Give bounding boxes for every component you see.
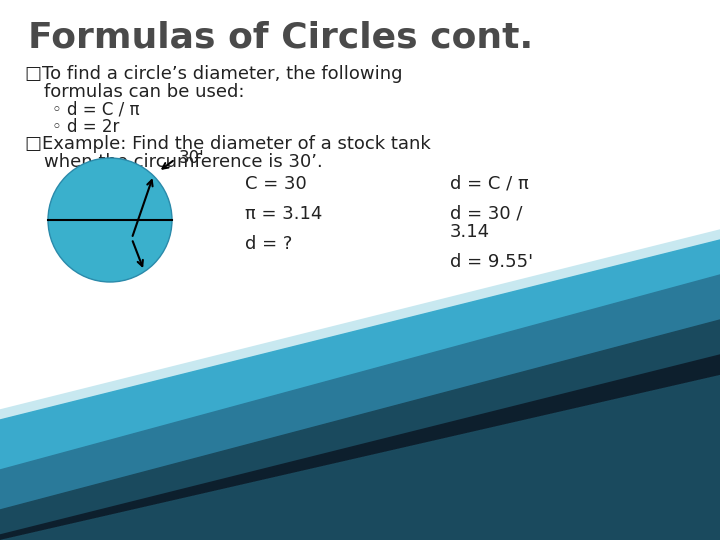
Text: 30': 30' — [179, 149, 204, 167]
Polygon shape — [0, 375, 720, 540]
Text: d = C / π: d = C / π — [450, 175, 528, 193]
Text: Formulas of Circles cont.: Formulas of Circles cont. — [28, 20, 533, 54]
Polygon shape — [0, 240, 720, 470]
Ellipse shape — [48, 158, 172, 282]
Text: ◦ d = 2r: ◦ d = 2r — [52, 118, 120, 136]
Text: C = 30: C = 30 — [245, 175, 307, 193]
Polygon shape — [0, 355, 720, 540]
Text: d = 9.55': d = 9.55' — [450, 253, 533, 271]
Text: ◦ d = C / π: ◦ d = C / π — [52, 101, 140, 119]
Text: d = 30 /: d = 30 / — [450, 205, 523, 223]
Text: when the circumference is 30’.: when the circumference is 30’. — [44, 153, 323, 171]
Polygon shape — [0, 230, 720, 420]
Text: π = 3.14: π = 3.14 — [245, 205, 323, 223]
Polygon shape — [0, 275, 720, 510]
Text: formulas can be used:: formulas can be used: — [44, 83, 245, 101]
Polygon shape — [0, 320, 720, 535]
Text: □To find a circle’s diameter, the following: □To find a circle’s diameter, the follow… — [25, 65, 402, 83]
Text: □Example: Find the diameter of a stock tank: □Example: Find the diameter of a stock t… — [25, 135, 431, 153]
Text: 3.14: 3.14 — [450, 223, 490, 241]
Text: d = ?: d = ? — [245, 235, 292, 253]
